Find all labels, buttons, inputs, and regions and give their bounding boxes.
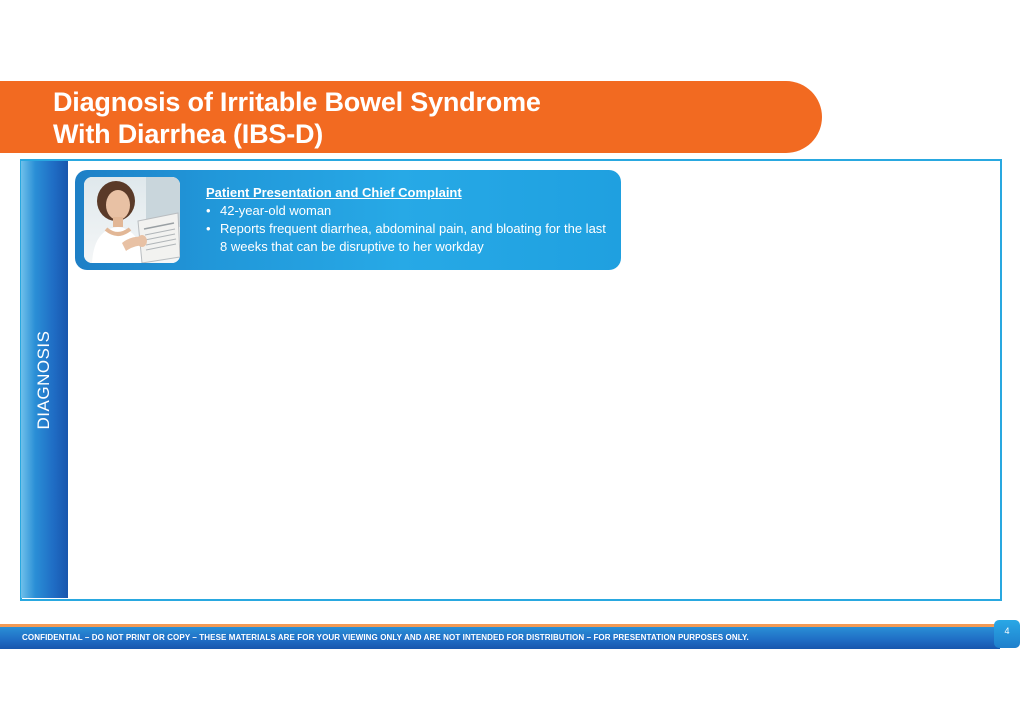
bullet-text: 42-year-old woman bbox=[220, 203, 332, 218]
footer-bar bbox=[0, 627, 1000, 649]
patient-bullet-list: • 42-year-old woman • Reports frequent d… bbox=[206, 202, 611, 256]
list-item: • 42-year-old woman bbox=[206, 202, 611, 220]
bullet-icon: • bbox=[206, 221, 211, 236]
patient-photo-illustration bbox=[84, 177, 180, 263]
page-number: 4 bbox=[1004, 626, 1010, 636]
confidential-disclaimer: CONFIDENTIAL – DO NOT PRINT OR COPY – TH… bbox=[22, 633, 749, 642]
bullet-icon: • bbox=[206, 203, 211, 218]
page-title: Diagnosis of Irritable Bowel Syndrome Wi… bbox=[53, 86, 541, 150]
page-title-line-2: With Diarrhea (IBS-D) bbox=[53, 119, 324, 149]
patient-presentation-text: Patient Presentation and Chief Complaint… bbox=[206, 184, 611, 256]
bullet-text: Reports frequent diarrhea, abdominal pai… bbox=[220, 221, 606, 254]
page-title-line-1: Diagnosis of Irritable Bowel Syndrome bbox=[53, 87, 541, 117]
section-label: DIAGNOSIS bbox=[34, 330, 53, 430]
title-banner bbox=[0, 81, 822, 153]
page-number-badge bbox=[994, 620, 1020, 648]
footer-accent-line bbox=[0, 624, 998, 627]
section-sidebar bbox=[21, 161, 68, 598]
patient-card-heading: Patient Presentation and Chief Complaint bbox=[206, 185, 462, 200]
list-item: • Reports frequent diarrhea, abdominal p… bbox=[206, 220, 611, 256]
woman-reading-newspaper-icon bbox=[84, 177, 180, 263]
